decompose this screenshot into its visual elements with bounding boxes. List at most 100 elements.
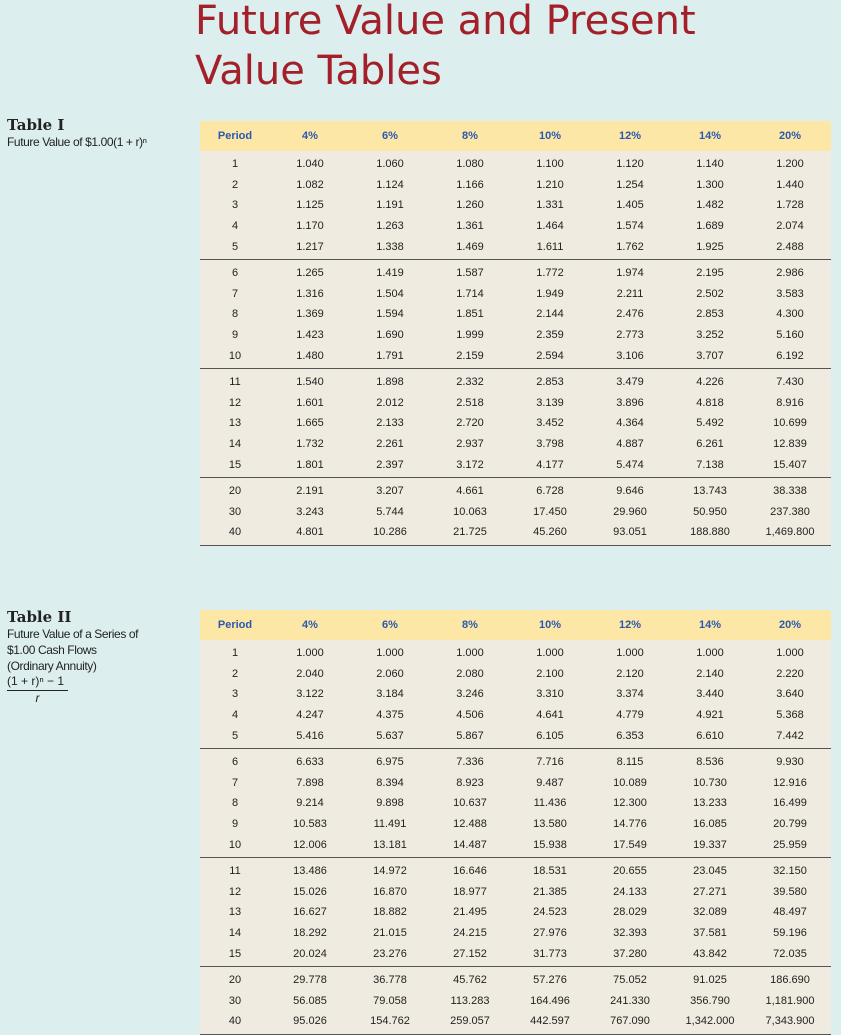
table-cell: 20.024 — [293, 947, 327, 960]
table-cell: 1.060 — [376, 158, 404, 171]
table-cell: 1.000 — [376, 647, 404, 660]
table-cell: 4.641 — [536, 709, 564, 722]
period-cell: 14 — [228, 927, 242, 940]
table-cell: 1.974 — [616, 267, 644, 280]
table-row: 8 9.214 9.898 10.637 11.436 12.300 13.233 16.49… — [200, 793, 831, 814]
period-cell: 20 — [228, 974, 242, 987]
table-cell: 13.233 — [693, 797, 727, 810]
period-cell: 8 — [231, 308, 239, 321]
table-cell: 37.280 — [613, 947, 647, 960]
table-cell: 10.699 — [773, 417, 807, 430]
table-cell: 18.531 — [533, 865, 567, 878]
table-cell: 10.583 — [293, 818, 327, 831]
column-header: 6% — [382, 619, 398, 631]
table-cell: 1.369 — [296, 308, 324, 321]
table-cell: 186.690 — [770, 974, 810, 987]
formula-numerator: (1 + r)ⁿ − 1 — [7, 674, 69, 691]
table-cell: 3.583 — [776, 287, 804, 300]
table-cell: 1,342.000 — [685, 1015, 735, 1028]
table-cell: 48.497 — [773, 906, 807, 919]
table-cell: 2.359 — [536, 329, 564, 342]
table-cell: 2.100 — [536, 667, 564, 680]
table-cell: 3.896 — [616, 396, 644, 409]
table-cell: 20.655 — [613, 865, 647, 878]
table-row: 30 3.243 5.744 10.063 17.450 29.960 50.950 237.… — [200, 502, 831, 523]
table-cell: 2.140 — [696, 667, 724, 680]
table-cell: 1.000 — [776, 647, 804, 660]
table-cell: 15.026 — [293, 885, 327, 898]
table-cell: 13.486 — [293, 865, 327, 878]
table-cell: 21.495 — [453, 906, 487, 919]
period-cell: 12 — [228, 396, 242, 409]
table-cell: 1.300 — [696, 178, 724, 191]
table-cell: 2.195 — [696, 267, 724, 280]
table-cell: 16.085 — [693, 818, 727, 831]
table-cell: 1.480 — [296, 349, 324, 362]
table-cell: 1.469 — [456, 240, 484, 253]
table-cell: 3.106 — [616, 349, 644, 362]
table-cell: 13.580 — [533, 818, 567, 831]
table-cell: 43.842 — [693, 947, 727, 960]
table-cell: 8.394 — [376, 776, 404, 789]
period-cell: 9 — [231, 818, 239, 831]
table-cell: 2.080 — [456, 667, 484, 680]
table-cell: 12.916 — [773, 776, 807, 789]
table-cell: 9.487 — [536, 776, 564, 789]
table-cell: 13.743 — [693, 485, 727, 498]
period-cell: 10 — [228, 838, 242, 851]
table-cell: 50.950 — [693, 505, 727, 518]
table-cell: 1.851 — [456, 308, 484, 321]
table-cell: 2.502 — [696, 287, 724, 300]
column-header: 20% — [778, 130, 802, 142]
table-cell: 1.419 — [376, 267, 404, 280]
table-row: 20 29.778 36.778 45.762 57.276 75.052 91.025 18… — [200, 970, 831, 991]
row-group: 6 6.633 6.975 7.336 7.716 8.115 8.536 9.930 7 7.8… — [200, 749, 831, 858]
table-row: 4 1.170 1.263 1.361 1.464 1.574 1.689 2.074 — [200, 216, 831, 237]
table-cell: 45.762 — [453, 974, 487, 987]
table-cell: 4.364 — [616, 417, 644, 430]
table-cell: 1.000 — [456, 647, 484, 660]
table-cell: 1.316 — [296, 287, 324, 300]
table-name: Table I — [7, 116, 65, 134]
table-cell: 767.090 — [610, 1015, 650, 1028]
table-cell: 1.504 — [376, 287, 404, 300]
table-cell: 3.243 — [296, 505, 324, 518]
table-cell: 75.052 — [613, 974, 647, 987]
table-cell: 2.133 — [376, 417, 404, 430]
page-title: Future Value and Present Value Tables — [195, 0, 696, 96]
table-cell: 2.937 — [456, 438, 484, 451]
table-cell: 5.637 — [376, 729, 404, 742]
table-cell: 4.506 — [456, 709, 484, 722]
table-cell: 27.152 — [453, 947, 487, 960]
table-cell: 1.587 — [456, 267, 484, 280]
table-cell: 1.000 — [536, 647, 564, 660]
table-cell: 6.728 — [536, 485, 564, 498]
table-cell: 95.026 — [293, 1015, 327, 1028]
table-cell: 9.898 — [376, 797, 404, 810]
table-cell: 7.336 — [456, 756, 484, 769]
table-row: 7 1.316 1.504 1.714 1.949 2.211 2.502 3.583 — [200, 284, 831, 305]
table-cell: 72.035 — [773, 947, 807, 960]
table-cell: 1.040 — [296, 158, 324, 171]
table-row: 7 7.898 8.394 8.923 9.487 10.089 10.730 12.916 — [200, 773, 831, 794]
column-header: Period — [217, 130, 253, 142]
period-cell: 3 — [231, 688, 239, 701]
table-cell: 5.474 — [616, 458, 644, 471]
table-cell: 14.972 — [373, 865, 407, 878]
table-cell: 8.115 — [616, 756, 644, 769]
table-2-caption: Table II Future Value of a Series of $1.00… — [7, 608, 192, 707]
row-group: 1 1.000 1.000 1.000 1.000 1.000 1.000 1.000 2 2.0… — [200, 640, 831, 749]
table-cell: 4.661 — [456, 485, 484, 498]
table-cell: 1.574 — [616, 220, 644, 233]
table-cell: 4.375 — [376, 709, 404, 722]
table-cell: 6.633 — [296, 756, 324, 769]
period-cell: 40 — [228, 1015, 242, 1028]
period-cell: 20 — [228, 485, 242, 498]
table-name: Table II — [7, 608, 72, 626]
table-cell: 1.801 — [296, 458, 324, 471]
table-cell: 16.870 — [373, 885, 407, 898]
table-cell: 9.646 — [616, 485, 644, 498]
table-row: 15 20.024 23.276 27.152 31.773 37.280 43.842 72… — [200, 943, 831, 964]
period-cell: 1 — [231, 647, 239, 660]
